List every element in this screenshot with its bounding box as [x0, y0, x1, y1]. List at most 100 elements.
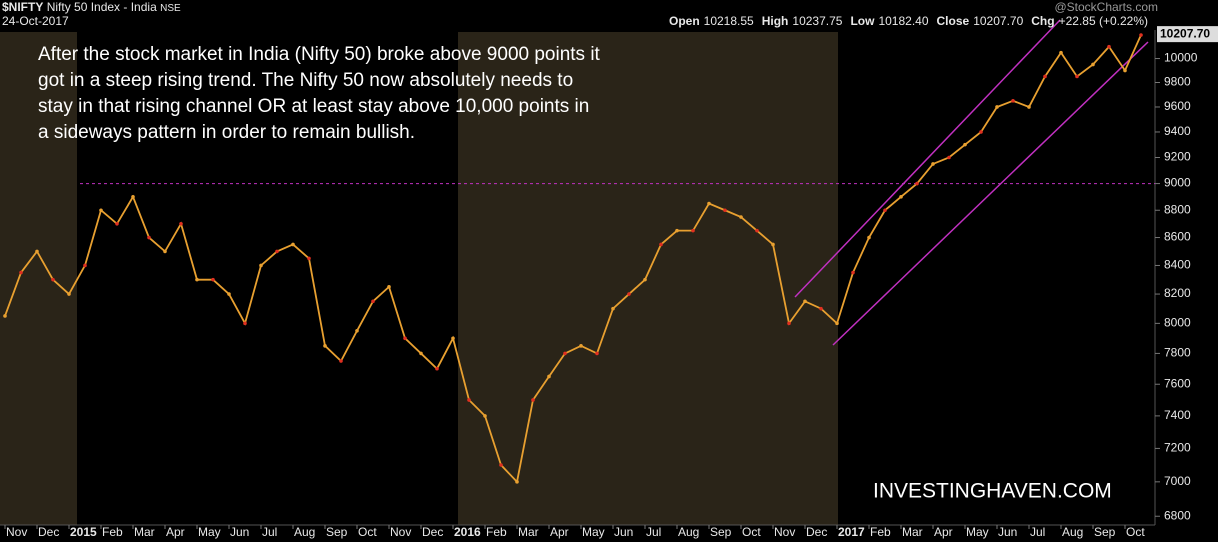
x-tick-label: Jun — [614, 525, 633, 539]
x-tick-label: Dec — [806, 525, 827, 539]
price-point — [787, 321, 791, 326]
y-tick-label: 8400 — [1164, 258, 1191, 272]
price-point — [691, 228, 695, 233]
last-price-box — [1157, 26, 1218, 43]
price-point — [435, 366, 439, 371]
x-tick-label: 2016 — [454, 525, 481, 539]
price-point — [1011, 99, 1015, 103]
price-point — [131, 195, 135, 199]
x-tick-label: May — [198, 525, 221, 539]
price-point — [1091, 62, 1095, 67]
x-tick-label: Mar — [518, 525, 539, 539]
x-tick-label: Jun — [230, 525, 249, 539]
price-point — [771, 242, 775, 247]
price-point — [195, 277, 199, 282]
price-point — [291, 242, 295, 247]
y-tick-label: 7800 — [1164, 346, 1191, 360]
price-point — [451, 336, 455, 341]
price-point — [51, 277, 55, 282]
quote-value: 10207.70 — [973, 14, 1023, 28]
price-point — [675, 228, 679, 233]
quote-label: Open — [669, 14, 700, 28]
annotation: After the stock market in India (Nifty 5… — [38, 44, 601, 65]
y-tick-label: 7400 — [1164, 408, 1191, 422]
price-point — [67, 292, 71, 296]
x-tick-label: Oct — [358, 525, 377, 539]
price-point — [35, 249, 39, 254]
exchange: NSE — [160, 3, 181, 14]
price-point — [307, 256, 311, 261]
channel-line — [794, 19, 1061, 298]
price-point — [387, 285, 391, 289]
price-point — [915, 181, 919, 186]
price-point — [627, 292, 631, 296]
y-tick-label: 9800 — [1164, 75, 1191, 89]
x-tick-label: Sep — [710, 525, 732, 539]
price-point — [499, 463, 503, 467]
x-tick-label: Oct — [742, 525, 761, 539]
price-point — [371, 299, 375, 304]
y-tick-label: 9400 — [1164, 124, 1191, 138]
x-tick-label: Aug — [1062, 525, 1083, 539]
quote-value: 10237.75 — [792, 14, 842, 28]
x-tick-label: Jul — [1030, 525, 1045, 539]
price-line — [4, 34, 1142, 484]
price-point — [227, 292, 231, 296]
price-point — [403, 336, 407, 341]
price-point — [339, 359, 343, 363]
quote-value: +22.85 (+0.22%) — [1059, 14, 1148, 28]
price-point — [931, 162, 935, 166]
x-tick-label: Nov — [6, 525, 27, 539]
y-tick-label: 7200 — [1164, 441, 1191, 455]
price-point — [147, 235, 151, 240]
y-tick-label: 7600 — [1164, 376, 1191, 390]
price-point — [947, 155, 951, 160]
annotation: a sideways pattern in order to remain bu… — [38, 122, 415, 143]
price-point — [243, 321, 247, 326]
header: $NIFTY Nifty 50 Index - India NSE — [2, 0, 181, 14]
price-point — [883, 208, 887, 213]
x-tick-label: May — [582, 525, 605, 539]
price-point — [611, 306, 615, 311]
x-tick-label: 2017 — [838, 525, 865, 539]
quote: Open 10218.55 High 10237.75 Low 10182.40 Close… — [669, 14, 1148, 28]
source: @StockCharts.com — [1054, 0, 1158, 14]
y-tick-label: 9200 — [1164, 150, 1191, 164]
x-tick-label: Dec — [38, 525, 59, 539]
y-tick-label: 8000 — [1164, 316, 1191, 330]
price-point — [515, 480, 519, 484]
price-point — [563, 351, 567, 356]
x-tick-label: Dec — [422, 525, 443, 539]
price-point — [211, 277, 215, 282]
last-price-label: 10207.70 — [1160, 26, 1210, 40]
price-point — [851, 270, 855, 275]
x-tick-label: May — [966, 525, 989, 539]
price-point — [963, 142, 967, 147]
price-point — [835, 321, 839, 326]
y-tick-label: 10000 — [1164, 51, 1198, 65]
price-point — [595, 351, 599, 356]
price-point — [547, 374, 551, 379]
x-tick-label: Nov — [774, 525, 795, 539]
price-point — [355, 329, 359, 333]
x-tick-label: Mar — [902, 525, 923, 539]
price-point — [3, 314, 7, 318]
x-tick-label: Apr — [166, 525, 185, 539]
price-point — [659, 242, 663, 247]
price-point — [739, 215, 743, 219]
x-tick-label: Feb — [102, 525, 123, 539]
x-tick-label: Aug — [294, 525, 315, 539]
x-tick-label: Nov — [390, 525, 411, 539]
price-point — [803, 299, 807, 304]
x-tick-label: 2015 — [70, 525, 97, 539]
price-point — [323, 344, 327, 348]
price-point — [995, 105, 999, 109]
price-point — [179, 222, 183, 226]
x-tick-label: Apr — [934, 525, 953, 539]
price-point — [1107, 44, 1111, 49]
y-tick-label: 6800 — [1164, 508, 1191, 522]
quote-label: High — [762, 14, 789, 28]
y-tick-label: 7000 — [1164, 474, 1191, 488]
